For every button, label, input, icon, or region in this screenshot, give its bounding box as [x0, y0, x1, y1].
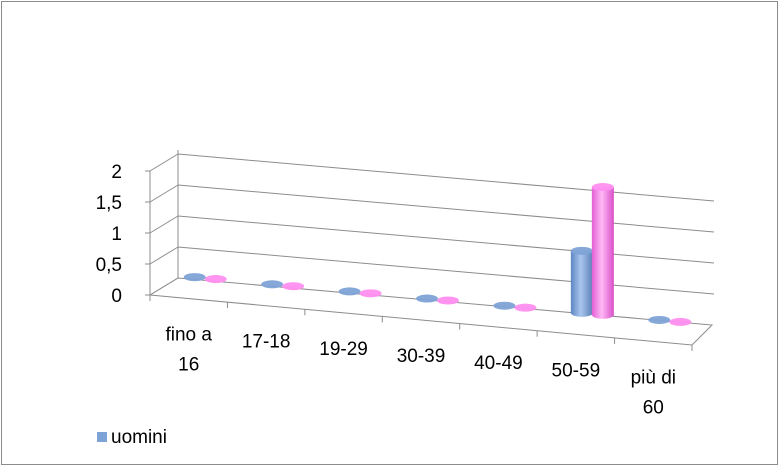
x-axis: fino a 16 17-18 19-29 30-39 40-49 50-59 più di 6… [149, 295, 693, 418]
y-tick-label: 0 [111, 286, 122, 307]
x-category-label-line: 17-18 [242, 332, 291, 353]
bar-uomini-40-49 [493, 301, 516, 310]
y-tick-label: 1,5 [96, 193, 122, 214]
legend: uomini [97, 427, 167, 448]
y-tick-label: 1 [111, 224, 122, 245]
chart-floor [148, 277, 714, 346]
gridline-side [149, 215, 179, 234]
gridline-back [177, 153, 715, 202]
x-category-label: 19-29 [319, 339, 368, 360]
x-category-label: 17-18 [242, 332, 291, 353]
bar-top [514, 303, 537, 312]
bar-series-2-17-18 [282, 282, 305, 291]
y-axis: 0 0,5 1 1,5 2 [96, 162, 150, 307]
x-category-label-line: 19-29 [319, 339, 368, 360]
bar-top [282, 282, 305, 291]
legend-swatch-uomini [97, 432, 107, 442]
x-category-label-line: 16 [178, 355, 199, 376]
gridlines [149, 153, 715, 296]
bar-top [437, 296, 459, 305]
chart-walls [148, 150, 714, 346]
x-category-label: 40-49 [474, 353, 523, 374]
x-category-label: fino a 16 [165, 325, 212, 376]
x-category-label-line: 40-49 [474, 353, 523, 374]
bar-uomini-fino a 16 [183, 273, 206, 282]
gridline-side [149, 246, 179, 265]
bar-top [261, 280, 284, 289]
bar-uomini-17-18 [261, 280, 284, 289]
bar-uomini-30-39 [416, 294, 438, 303]
x-category-label: più di 60 [631, 367, 676, 418]
bar-top [416, 294, 438, 303]
gridline-side [149, 277, 179, 296]
bar-top [669, 317, 692, 326]
bar-uomini-più di 60 [648, 315, 671, 324]
x-category-label-line: 30-39 [397, 346, 446, 367]
y-tick-label: 0,5 [96, 255, 122, 276]
bar-body [570, 250, 593, 317]
y-tick-label: 2 [111, 162, 122, 183]
bars-layer [183, 183, 692, 326]
bar-top [183, 273, 206, 282]
bar-uomini-50-59 [570, 246, 593, 317]
bar-top [570, 246, 593, 255]
bar-top [493, 301, 516, 310]
gridline-back [177, 184, 715, 233]
x-category-label: 50-59 [552, 360, 601, 381]
gridline-side [149, 153, 179, 172]
bar-series-2-40-49 [514, 303, 537, 312]
bar-top [591, 183, 614, 192]
bar-top [338, 287, 361, 296]
x-category-label-line: fino a [165, 325, 212, 346]
x-category-label-line: 60 [643, 397, 664, 418]
x-category-label-line: più di [631, 367, 676, 388]
bar-top [204, 275, 227, 284]
gridline-back [177, 215, 715, 264]
bar-series-2-30-39 [437, 296, 459, 305]
bar-series-2-50-59 [591, 183, 614, 319]
x-category-label: 30-39 [397, 346, 446, 367]
gridline-back [177, 246, 715, 295]
legend-label-uomini: uomini [111, 427, 167, 448]
bar-top [359, 289, 382, 298]
bar-top [648, 315, 671, 324]
bar-series-2-19-29 [359, 289, 382, 298]
bar-uomini-19-29 [338, 287, 361, 296]
bar-series-2-fino a 16 [204, 275, 227, 284]
gridline-side [149, 184, 179, 203]
bar-body [591, 187, 614, 319]
bar-series-2-più di 60 [669, 317, 692, 326]
x-category-label-line: 50-59 [552, 360, 601, 381]
